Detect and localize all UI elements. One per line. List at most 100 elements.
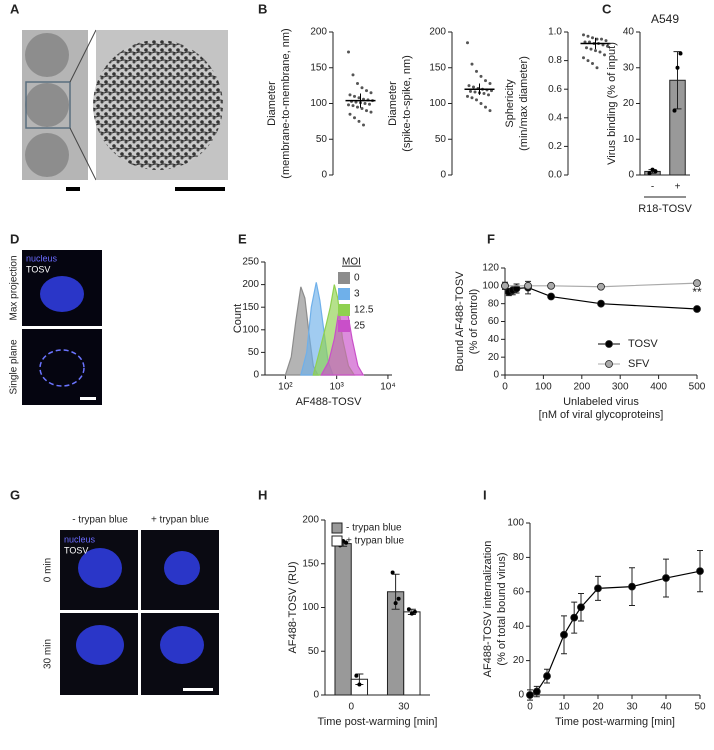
y-tick-label: 100 [429, 98, 446, 109]
y-tick-label: 60 [488, 316, 500, 327]
x-tick-label: 0 [348, 702, 354, 713]
data-point [570, 613, 579, 622]
stain-label: nucleus [26, 253, 58, 263]
nucleus-stain [160, 626, 204, 664]
data-point [600, 37, 603, 41]
zoom-line [69, 127, 97, 181]
data-point [585, 46, 588, 50]
y-tick-label: 0.0 [548, 170, 562, 181]
y-tick-label: 0 [253, 370, 259, 381]
y-axis-label: Virus binding (% of input) [606, 42, 618, 165]
nucleus-stain [40, 276, 84, 312]
y-tick-label: 100 [507, 518, 524, 529]
y-tick-label: 0 [518, 690, 524, 701]
data-point [594, 49, 597, 53]
y-tick-label: 100 [242, 324, 259, 335]
y-tick-label: 20 [488, 352, 500, 363]
replicate-point [678, 51, 683, 56]
y-axis-label: AF488-TOSV internalization [482, 541, 494, 678]
x-axis-label: AF488-TOSV [296, 396, 362, 408]
y-tick-label: 50 [308, 646, 320, 657]
replicate-point [653, 169, 658, 174]
annotation: ** [692, 285, 702, 299]
x-tick-label: 0 [527, 702, 533, 713]
y-axis-label: (% of total bound virus) [496, 552, 508, 665]
zoom-line [69, 29, 97, 83]
y-tick-label: 0 [493, 370, 499, 381]
data-point [693, 305, 701, 313]
nucleus-outline [39, 349, 85, 387]
data-point [597, 299, 605, 308]
data-point [357, 119, 361, 123]
x-tick-label: - [651, 182, 654, 193]
row-label: Max projection [9, 255, 20, 320]
data-point [351, 73, 355, 77]
data-point [591, 36, 594, 40]
replicate-point [357, 682, 362, 687]
x-axis-label: Time post-warming [min] [317, 716, 437, 728]
data-point [479, 74, 483, 78]
panel-letter: C [602, 1, 612, 16]
y-tick-label: 150 [302, 558, 319, 569]
x-axis-label: [nM of viral glycoproteins] [539, 409, 664, 421]
data-point [582, 56, 585, 60]
y-tick-label: 250 [242, 257, 259, 268]
y-tick-label: 0.2 [548, 141, 562, 152]
y-tick-label: 0.8 [548, 55, 562, 66]
y-tick-label: 20 [623, 98, 635, 109]
y-tick-label: 50 [248, 347, 260, 358]
data-point [595, 37, 599, 41]
scale-bar [183, 688, 213, 691]
panel-g-images: - trypan blue + trypan blue nucleus TOSV… [43, 515, 219, 695]
x-tick-label: 100 [535, 382, 552, 393]
y-tick-label: 10 [623, 134, 635, 145]
data-point [604, 39, 608, 43]
panel-letter: H [258, 487, 267, 502]
data-point [356, 81, 359, 85]
x-tick-label: 0 [502, 382, 508, 393]
replicate-point [650, 167, 655, 172]
replicate-point [406, 607, 411, 612]
data-point [351, 104, 355, 108]
fluor-image [22, 329, 102, 405]
panel-letter: A [10, 1, 20, 16]
virion-zoom [93, 40, 223, 170]
data-point [488, 81, 492, 85]
y-tick-label: 0.4 [548, 112, 562, 123]
legend-title: MOI [342, 257, 361, 268]
legend-swatch [338, 320, 350, 332]
data-point [473, 90, 477, 94]
scale-bar [80, 397, 96, 400]
y-tick-label: 0 [440, 170, 446, 181]
data-point [512, 284, 521, 293]
scale-bar [175, 187, 225, 191]
replicate-point [396, 596, 401, 601]
data-point [560, 630, 568, 639]
x-tick-label: 30 [398, 702, 410, 713]
virion [25, 33, 69, 77]
x-tick-label: 400 [650, 382, 667, 393]
data-point [353, 94, 356, 98]
y-tick-label: 60 [513, 586, 525, 597]
y-tick-label: 50 [316, 134, 328, 145]
y-tick-label: 40 [513, 621, 525, 632]
y-tick-label: 100 [302, 602, 319, 613]
x-tick-label: 50 [694, 702, 706, 713]
data-point [606, 44, 609, 48]
virion [25, 133, 69, 177]
data-point [484, 79, 487, 83]
y-tick-label: 150 [242, 302, 259, 313]
stain-label: nucleus [64, 534, 96, 544]
replicate-point [647, 171, 652, 176]
y-tick-label: 40 [488, 334, 500, 345]
y-tick-label: 150 [310, 62, 327, 73]
y-tick-label: 150 [429, 62, 446, 73]
y-tick-label: 200 [242, 279, 259, 290]
y-axis-label: (membrane-to-membrane, nm) [280, 28, 292, 178]
legend-label: + trypan blue [346, 536, 405, 547]
legend-label: TOSV [628, 338, 658, 350]
stain-label: TOSV [64, 545, 88, 555]
data-point [662, 574, 670, 582]
data-point [472, 85, 475, 89]
x-axis-label: Unlabeled virus [563, 396, 639, 408]
